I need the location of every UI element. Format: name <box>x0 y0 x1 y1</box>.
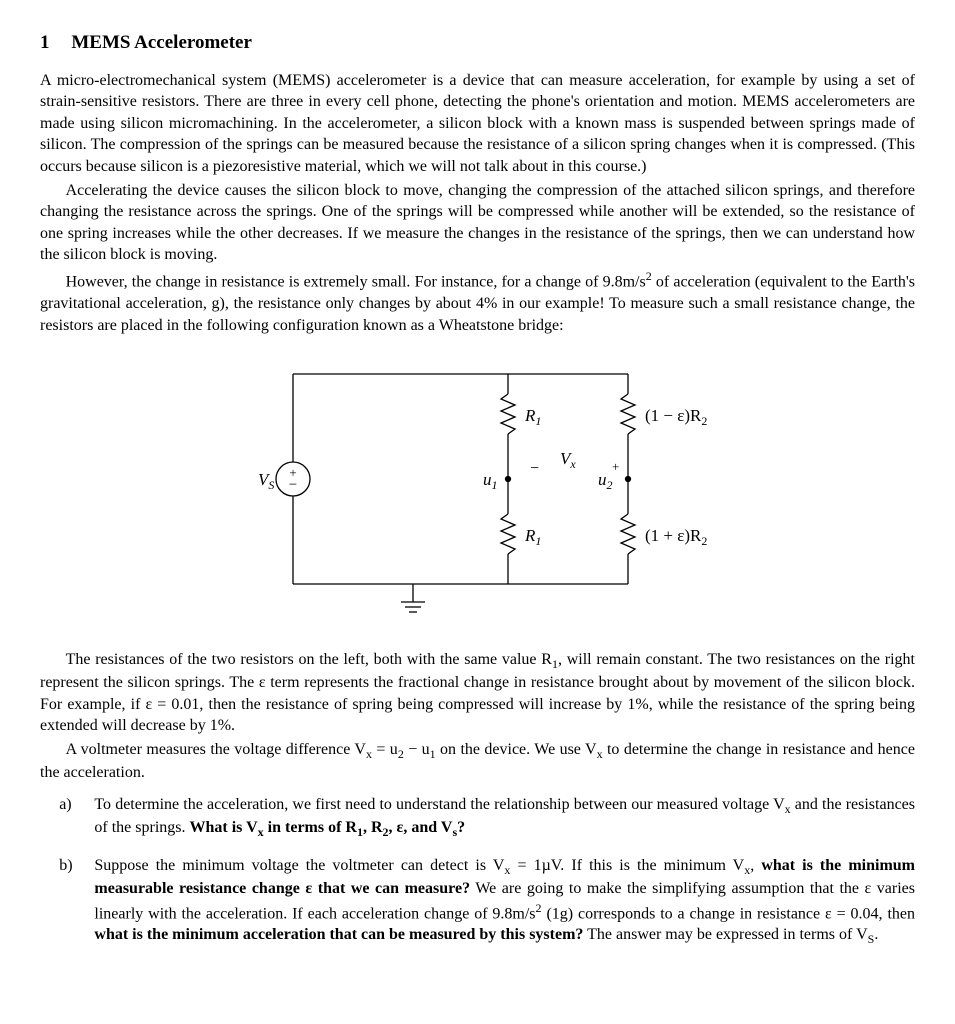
paragraph-2: Accelerating the device causes the silic… <box>40 180 915 266</box>
paragraph-4: The resistances of the two resistors on … <box>40 649 915 737</box>
svg-text:(1 + ε)R2: (1 + ε)R2 <box>645 526 707 548</box>
question-a-bold: What is Vx in terms of R1, R2, ε, and Vs… <box>190 819 466 836</box>
circuit-diagram: + − VS u1 u2 + − Vx R1 R1 (1 − ε)R2 (1 +… <box>198 354 758 624</box>
section-title: MEMS Accelerometer <box>71 32 252 53</box>
paragraph-5: A voltmeter measures the voltage differe… <box>40 739 915 784</box>
question-a-marker: a) <box>59 794 71 816</box>
svg-text:−: − <box>530 460 539 477</box>
section-heading: 1 MEMS Accelerometer <box>40 30 915 56</box>
wheatstone-bridge-figure: + − VS u1 u2 + − Vx R1 R1 (1 − ε)R2 (1 +… <box>40 354 915 631</box>
paragraph-3: However, the change in resistance is ext… <box>40 268 915 336</box>
question-b-marker: b) <box>59 855 72 877</box>
question-b-bold-2: what is the minimum acceleration that ca… <box>94 926 583 943</box>
svg-text:u2: u2 <box>598 470 613 492</box>
svg-text:u1: u1 <box>483 470 498 492</box>
paragraph-1: A micro-electromechanical system (MEMS) … <box>40 70 915 178</box>
section-number: 1 <box>40 30 67 56</box>
svg-text:+: + <box>612 459 619 474</box>
question-b: b) Suppose the minimum voltage the voltm… <box>40 855 915 948</box>
svg-text:Vx: Vx <box>560 449 576 471</box>
question-a: a) To determine the acceleration, we fir… <box>40 794 915 841</box>
svg-text:(1 − ε)R2: (1 − ε)R2 <box>645 406 707 428</box>
svg-text:R1: R1 <box>524 526 541 548</box>
svg-text:VS: VS <box>258 470 274 492</box>
svg-text:R1: R1 <box>524 406 541 428</box>
svg-text:−: − <box>288 477 296 493</box>
question-list: a) To determine the acceleration, we fir… <box>40 794 915 948</box>
